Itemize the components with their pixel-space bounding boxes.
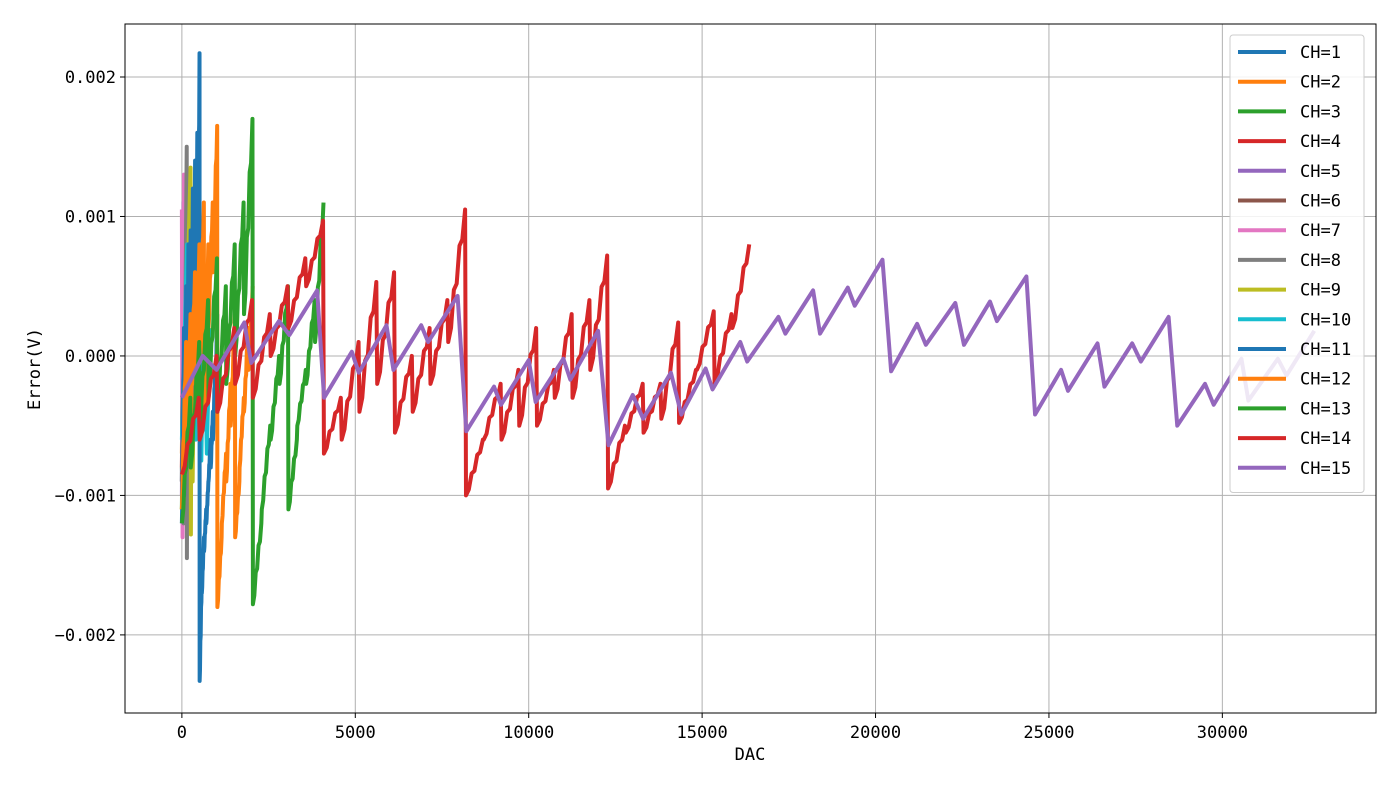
x-tick-label: 20000 — [850, 723, 901, 743]
legend-label: CH=9 — [1300, 281, 1341, 301]
x-tick-label: 30000 — [1197, 723, 1248, 743]
legend-label: CH=11 — [1300, 340, 1351, 360]
legend-label: CH=15 — [1300, 459, 1351, 479]
legend-label: CH=6 — [1300, 192, 1341, 212]
plot-frame — [124, 23, 1377, 714]
series-line-15 — [180, 257, 1316, 448]
y-axis-ticks: 0.002 0.001 0.000 −0.001 −0.002 — [55, 68, 125, 646]
y-axis-label: Error(V) — [25, 328, 45, 410]
y-tick-label: −0.002 — [55, 626, 116, 646]
y-tick-label: 0.001 — [65, 207, 116, 227]
legend-label: CH=3 — [1300, 102, 1341, 122]
legend-label: CH=13 — [1300, 399, 1351, 419]
legend-label: CH=5 — [1300, 162, 1341, 182]
grid-lines — [125, 24, 1376, 713]
legend-label: CH=14 — [1300, 429, 1351, 449]
x-tick-label: 25000 — [1023, 723, 1074, 743]
legend-label: CH=8 — [1300, 251, 1341, 271]
x-axis-ticks: 0 5000 10000 15000 20000 25000 30000 — [177, 713, 1248, 743]
legend-label: CH=1 — [1300, 43, 1341, 63]
legend: CH=1 CH=2 CH=3 CH=4 CH=5 CH=6 CH=7 CH=8 CH=9 CH=1… — [1229, 34, 1365, 493]
legend-label: CH=12 — [1300, 370, 1351, 390]
x-tick-label: 5000 — [335, 723, 376, 743]
legend-box — [1229, 34, 1365, 493]
y-tick-label: −0.001 — [55, 486, 116, 506]
x-axis-label: DAC — [735, 745, 766, 765]
x-tick-label: 10000 — [503, 723, 554, 743]
x-tick-label: 0 — [177, 723, 187, 743]
plot-area — [125, 24, 1376, 713]
legend-label: CH=10 — [1300, 310, 1351, 330]
series-lines — [179, 51, 1316, 683]
legend-label: CH=7 — [1300, 221, 1341, 241]
y-tick-label: 0.002 — [65, 68, 116, 88]
y-tick-label: 0.000 — [65, 347, 116, 367]
legend-label: CH=4 — [1300, 132, 1341, 152]
x-tick-label: 15000 — [677, 723, 728, 743]
legend-label: CH=2 — [1300, 73, 1341, 93]
